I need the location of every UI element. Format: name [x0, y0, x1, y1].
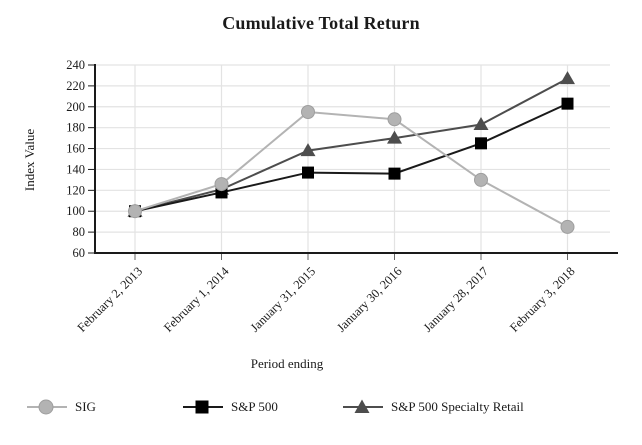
x-tick-label: February 1, 2014 [161, 264, 232, 335]
y-tick-label: 200 [66, 100, 85, 114]
sig-marker [387, 112, 402, 127]
y-tick-label: 160 [66, 142, 85, 156]
square-icon [195, 400, 209, 414]
x-tick-label: January 31, 2015 [248, 264, 319, 335]
s-p-500-marker [475, 137, 487, 150]
sig-marker [301, 105, 315, 119]
s-p-500-specialty-retail-line [134, 77, 568, 213]
chart-title: Cumulative Total Return [222, 13, 420, 33]
legend-marker-svg [27, 399, 67, 415]
sp500-square-marker-icon [183, 399, 223, 415]
specialty-retail-triangle-marker-icon [343, 399, 383, 415]
y-tick-label: 220 [66, 79, 85, 93]
x-tick-label: February 3, 2018 [507, 264, 578, 335]
legend: SIG S&P 500 S&P 500 Specialty Retail [0, 399, 642, 417]
legend-item-specialty-retail: S&P 500 Specialty Retail [343, 399, 524, 415]
sig-circle-marker-icon [27, 399, 67, 415]
y-tick-label: 60 [73, 246, 86, 260]
legend-marker-svg [183, 400, 223, 414]
axis-lines [94, 64, 618, 254]
s-p-500-marker [561, 97, 574, 110]
axes: 60 80 100 120 140 160 180 200 220 240 February 2, … [66, 58, 618, 335]
x-axis-title: Period ending [250, 356, 324, 371]
legend-label-specialty-retail: S&P 500 Specialty Retail [391, 399, 524, 414]
x-tick-label: February 2, 2013 [75, 264, 146, 335]
legend-marker-svg [343, 399, 383, 413]
x-tick-label: January 30, 2016 [334, 264, 405, 335]
x-tick-label: January 28, 2017 [421, 264, 492, 335]
s-p-500-specialty-retail-marker [473, 117, 489, 131]
series-sig [128, 105, 575, 234]
y-tick-label: 100 [66, 204, 85, 218]
y-tick-label: 240 [66, 58, 85, 72]
s-p-500-marker [302, 166, 314, 179]
sig-marker [214, 177, 229, 192]
sig-line [134, 110, 568, 228]
sig-marker [560, 219, 575, 234]
legend-label-sp500: S&P 500 [231, 399, 278, 414]
triangle-icon [354, 399, 370, 413]
y-tick-label: 120 [66, 183, 85, 197]
s-p-500-specialty-retail-marker [387, 130, 402, 144]
legend-item-sp500: S&P 500 [183, 399, 278, 415]
plot-area: 60 80 100 120 140 160 180 200 220 240 February 2, … [66, 58, 618, 335]
y-tick-label: 140 [66, 162, 85, 176]
sig-marker [128, 204, 142, 219]
sig-marker [474, 172, 488, 187]
gridlines [96, 64, 610, 252]
s-p-500-specialty-retail-marker [560, 71, 575, 85]
legend-item-sig: SIG [27, 399, 96, 415]
series-s-p-500 [129, 97, 574, 218]
legend-label-sig: SIG [75, 399, 96, 414]
circle-icon [38, 399, 54, 415]
y-tick-label: 80 [73, 225, 86, 239]
y-tick-label: 180 [66, 121, 85, 135]
s-p-500-specialty-retail-marker [300, 143, 316, 157]
s-p-500-marker [388, 167, 401, 180]
s-p-500-line [134, 102, 568, 213]
